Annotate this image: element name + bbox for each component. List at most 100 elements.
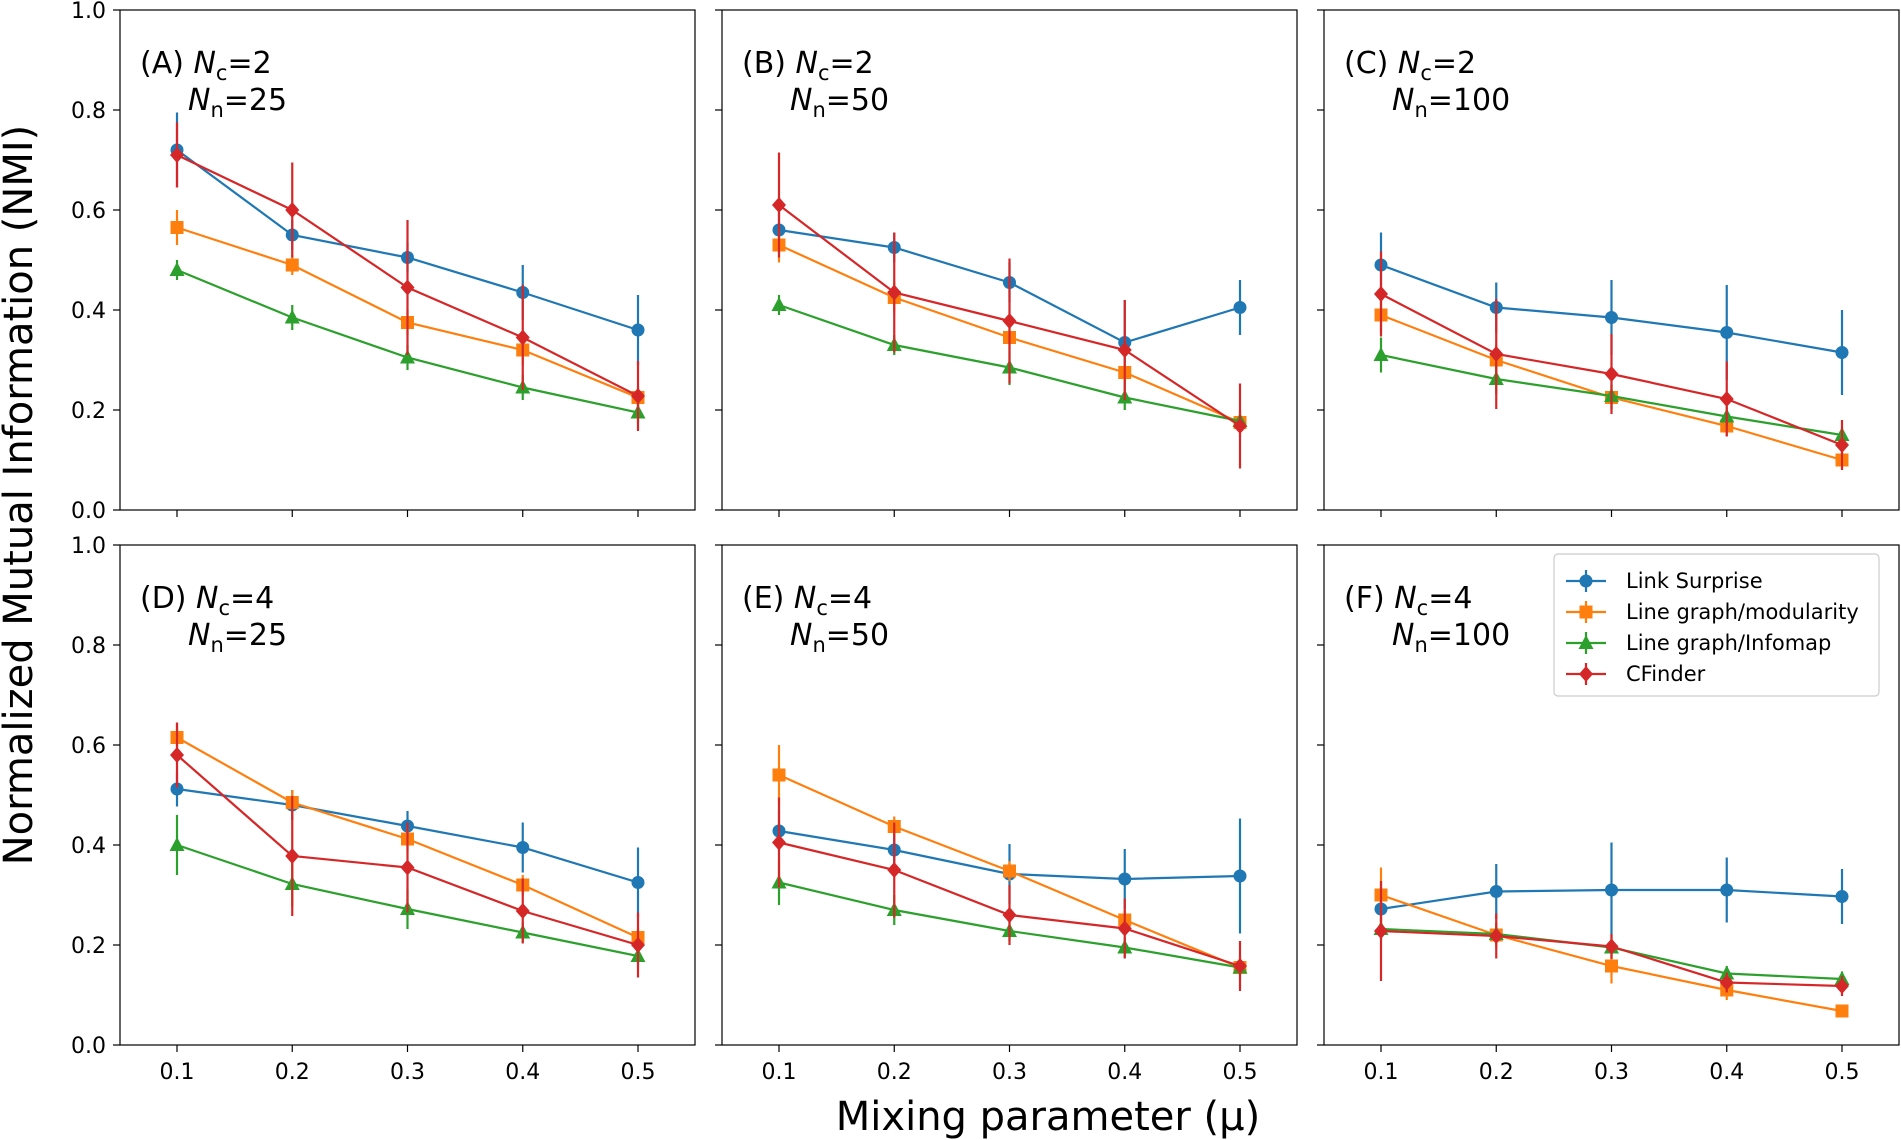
y-tick-label: 0.6 [71, 199, 106, 224]
data-point [1233, 869, 1247, 883]
x-tick-label: 0.2 [877, 1060, 912, 1085]
panel-label-line2: Nn=100 [1392, 618, 1510, 657]
legend-item: Link Surprise [1566, 569, 1763, 593]
data-point [1233, 301, 1247, 314]
x-tick-label: 0.1 [1364, 1060, 1399, 1085]
panel-label-line1: (F) Nc=4 [1344, 581, 1472, 620]
data-point [284, 309, 300, 324]
panel-annotation: (C) Nc=2Nn=100 [1344, 46, 1510, 122]
legend-marker [1578, 635, 1594, 649]
data-point [1719, 974, 1734, 991]
data-point [285, 202, 300, 218]
x-tick-label: 0.4 [1107, 1060, 1142, 1085]
data-point [285, 848, 300, 864]
nc-symbol: N [796, 46, 818, 81]
data-point [400, 279, 415, 296]
data-point [1835, 437, 1849, 453]
data-point [1489, 928, 1504, 944]
x-tick-label: 0.5 [1223, 1060, 1258, 1085]
data-point [169, 262, 185, 276]
panel-annotation: (A) Nc=2Nn=25 [140, 46, 287, 122]
y-tick-label: 1.0 [71, 0, 106, 24]
nn-value: =50 [826, 618, 889, 653]
legend-item: CFinder [1566, 662, 1706, 686]
data-point [1373, 347, 1389, 361]
series-cfinder [170, 722, 645, 978]
data-point [1835, 890, 1849, 903]
nn-subscript: n [812, 98, 825, 122]
panel-letter: (E) [742, 581, 794, 616]
legend-label: Line graph/Infomap [1626, 631, 1831, 655]
panel-d: 0.0 0.2 0.4 0.6 0.8 1.0 0.1 0.2 0.3 0.4 0.5 (D) Nc=… [71, 534, 696, 1085]
series-cfinder [1374, 251, 1849, 470]
y-tick-label: 0.2 [71, 399, 106, 424]
data-point [400, 859, 415, 876]
data-point [772, 197, 786, 213]
y-tick-label: 1.0 [71, 534, 106, 559]
legend-box [1553, 553, 1880, 697]
data-point [1002, 907, 1017, 923]
data-point [1003, 864, 1016, 878]
legend-label: Line graph/modularity [1626, 600, 1859, 624]
nn-symbol: N [1392, 83, 1414, 118]
series-cfinder [772, 152, 1247, 469]
x-tick-label: 0.3 [1594, 1060, 1629, 1085]
data-point [1720, 326, 1734, 339]
panel-label-line1: (A) Nc=2 [140, 46, 272, 85]
nc-value: =2 [227, 46, 271, 81]
x-tick-label: 0.2 [1479, 1060, 1514, 1085]
y-tick-label: 0.8 [71, 99, 106, 124]
data-point [1489, 346, 1504, 362]
data-point [1604, 938, 1619, 955]
panel-label-line2: Nn=25 [188, 618, 287, 657]
data-point [1374, 923, 1388, 939]
panel-label-line2: Nn=50 [790, 618, 889, 657]
nn-subscript: n [1414, 98, 1427, 122]
panel-letter: (A) [140, 46, 193, 81]
nc-subscript: c [1417, 596, 1429, 620]
nc-value: =4 [1428, 581, 1472, 616]
nc-symbol: N [196, 581, 218, 616]
y-tick-label: 0.0 [71, 499, 106, 524]
nn-symbol: N [1392, 618, 1414, 653]
data-point [170, 147, 184, 163]
data-point [772, 768, 786, 782]
nn-value: =25 [224, 83, 287, 118]
data-point [1720, 883, 1734, 897]
legend-item: Line graph/Infomap [1566, 631, 1831, 655]
panel-label-line1: (C) Nc=2 [1344, 46, 1476, 85]
nc-subscript: c [219, 596, 231, 620]
nn-subscript: n [210, 98, 223, 122]
legend-marker [1579, 666, 1593, 682]
x-tick-label: 0.3 [992, 1060, 1027, 1085]
data-point [170, 747, 184, 763]
nc-subscript: c [816, 596, 828, 620]
panel-label-line1: (D) Nc=4 [140, 581, 274, 620]
panel-annotation: (B) Nc=2Nn=50 [742, 46, 889, 122]
legend-marker [1579, 574, 1593, 588]
nn-symbol: N [790, 83, 812, 118]
y-axis-title: Normalized Mutual Information (NMI) [0, 125, 42, 866]
panel-label-line1: (E) Nc=4 [742, 581, 872, 620]
panel-label-line2: Nn=50 [790, 83, 889, 122]
panel-annotation: (D) Nc=4Nn=25 [140, 581, 287, 657]
nc-value: =2 [830, 46, 874, 81]
data-point [1605, 883, 1618, 897]
data-point [771, 297, 787, 311]
nn-subscript: n [812, 633, 825, 657]
data-point [1118, 872, 1132, 886]
panel-e: 0.1 0.2 0.3 0.4 0.5 (E) Nc=4Nn=50 [715, 544, 1298, 1085]
nc-subscript: c [216, 61, 228, 85]
nc-subscript: c [1420, 61, 1432, 85]
panel-letter: (C) [1344, 46, 1398, 81]
data-point [1374, 286, 1388, 302]
nc-symbol: N [794, 581, 816, 616]
series-cfinder [772, 797, 1247, 991]
data-point [1835, 346, 1849, 359]
data-point [1233, 958, 1247, 974]
panel-a: 0.00.20.40.60.81.0(A) Nc=2Nn=25 [71, 0, 696, 524]
nn-value: =25 [224, 618, 287, 653]
panels: 0.00.20.40.60.81.0(A) Nc=2Nn=25(B) Nc=2N… [71, 0, 1900, 1085]
x-tick-label: 0.1 [762, 1060, 797, 1085]
